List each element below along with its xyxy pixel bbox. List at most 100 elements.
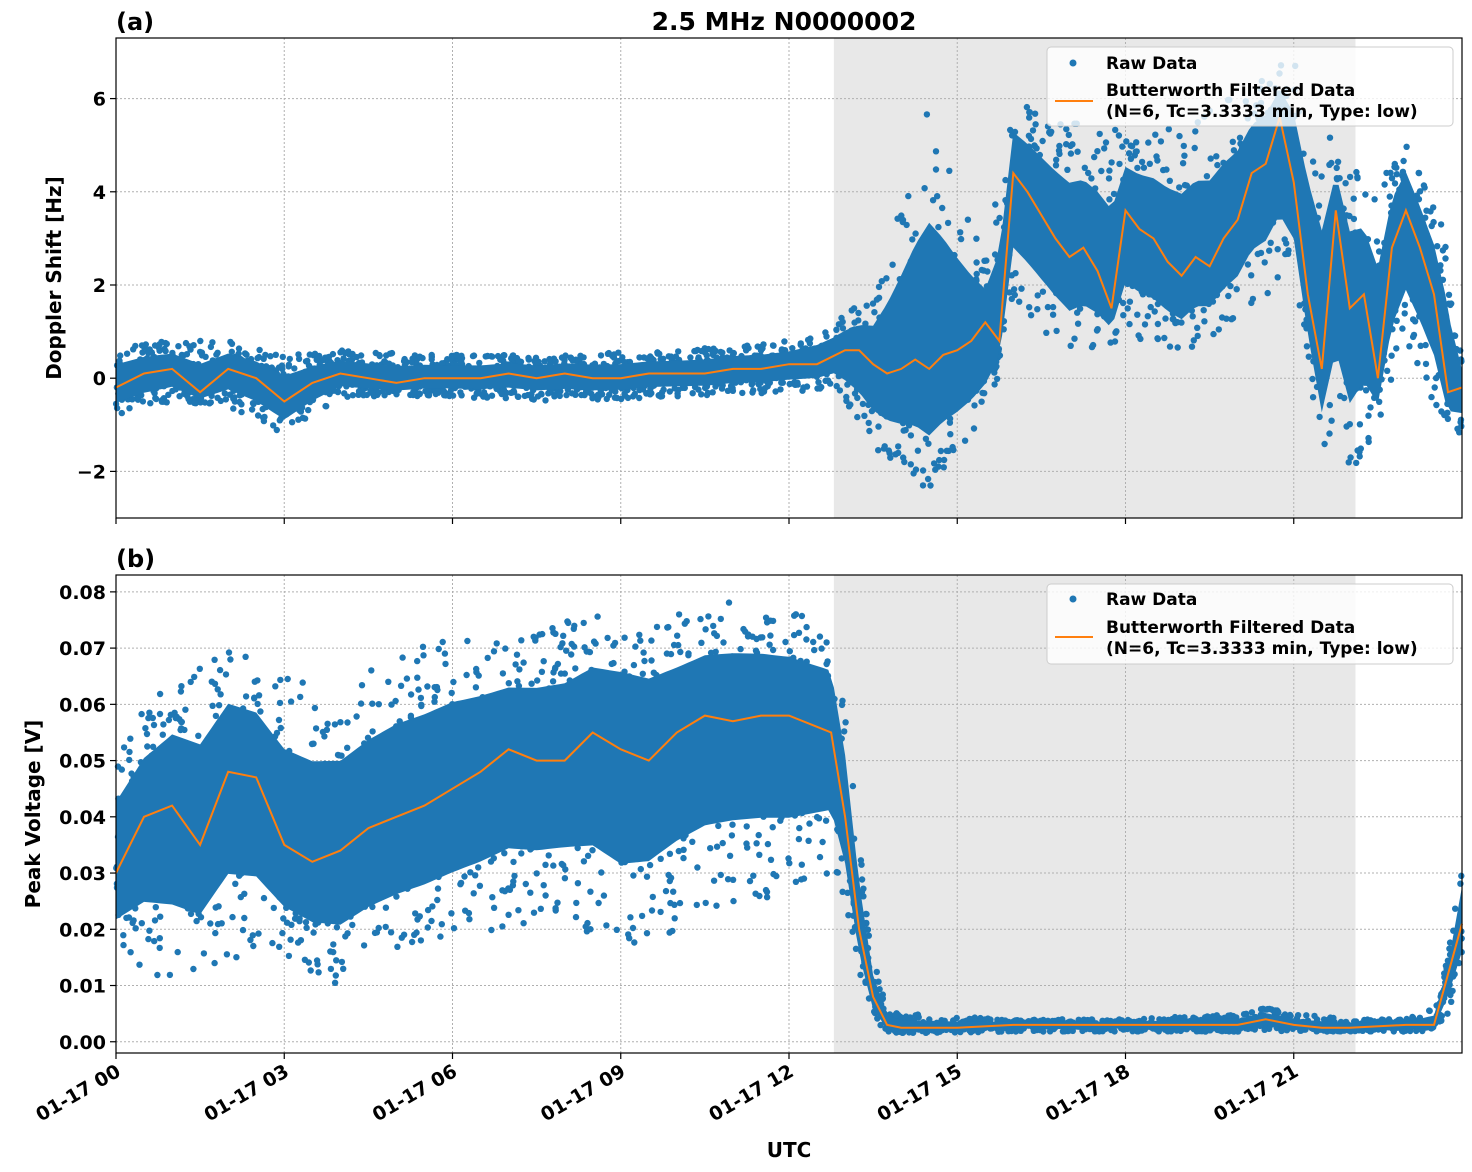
raw-data-point [1081,164,1089,171]
raw-data-point [973,235,980,242]
raw-data-point [935,463,942,470]
raw-data-point [1391,180,1399,187]
raw-data-point [710,877,718,884]
raw-data-point [569,390,576,397]
raw-data-point [1161,334,1168,342]
raw-data-point [151,937,158,945]
raw-data-point [1116,160,1123,168]
raw-data-point [695,386,702,393]
raw-data-point [726,852,734,859]
raw-data-point [581,391,588,399]
raw-data-point [144,743,151,750]
raw-data-point [766,641,773,648]
raw-data-point [636,394,643,402]
raw-data-point [120,941,127,949]
raw-data-point [961,437,969,444]
raw-data-point [981,257,988,264]
raw-data-point [660,386,667,393]
raw-data-point [676,899,684,907]
raw-data-point [1458,872,1465,880]
raw-data-point [1373,238,1381,245]
raw-data-point [272,351,279,358]
raw-data-point [717,348,724,356]
raw-data-point [925,440,932,447]
raw-data-point [1201,318,1208,325]
raw-data-point [1362,387,1370,394]
raw-data-point [1456,429,1463,436]
raw-data-point [1345,459,1352,466]
raw-data-point [1127,155,1135,162]
y-tick-label: 2 [93,275,106,297]
raw-data-point [284,675,291,683]
raw-data-point [278,362,286,369]
raw-data-point [557,643,564,651]
raw-data-point [235,345,243,352]
raw-data-point [311,704,319,712]
raw-data-point [1133,139,1140,146]
raw-data-point [957,235,965,243]
raw-data-point [811,646,818,654]
raw-data-point [1134,164,1141,172]
raw-data-point [1154,320,1162,328]
raw-data-point [598,869,605,876]
raw-data-point [1267,239,1274,246]
raw-data-point [1189,313,1196,320]
raw-data-point [461,873,468,880]
raw-data-point [304,357,311,364]
raw-data-point [449,392,457,399]
raw-data-point [914,447,922,454]
raw-data-point [919,467,927,474]
raw-data-point [238,408,245,416]
raw-data-point [120,932,127,939]
raw-data-point [992,201,999,208]
raw-data-point [397,682,405,689]
raw-data-point [1119,143,1126,150]
raw-data-point [142,725,149,732]
raw-data-point [1328,417,1335,424]
raw-data-point [1362,191,1369,198]
raw-data-point [1125,150,1133,157]
raw-data-point [740,625,747,633]
raw-data-point [349,392,357,399]
raw-data-point [1074,148,1081,155]
raw-data-point [243,351,250,358]
raw-data-point [1353,168,1360,176]
raw-data-point [1025,132,1033,139]
raw-data-point [816,633,824,640]
raw-data-point [1026,109,1033,116]
raw-data-point [1134,311,1141,318]
raw-data-point [139,398,147,405]
raw-data-point [269,939,276,947]
raw-data-point [743,823,750,830]
raw-data-point [847,401,854,408]
raw-data-point [923,111,931,118]
raw-data-point [1056,150,1063,158]
raw-data-point [825,377,832,384]
raw-data-point [277,676,284,684]
raw-data-point [1422,360,1430,368]
raw-data-point [123,350,131,357]
raw-data-point [758,389,765,397]
raw-data-point [588,390,595,398]
raw-data-point [857,971,864,979]
raw-data-point [660,355,667,362]
raw-data-point [126,405,133,412]
raw-data-point [719,839,726,847]
raw-data-point [1434,243,1441,250]
raw-data-point [841,728,848,735]
raw-data-point [878,278,885,285]
raw-data-point [538,391,545,398]
raw-data-point [324,720,331,727]
raw-data-point [782,638,789,646]
figure-title: 2.5 MHz N0000002 [652,7,917,36]
raw-data-point [741,343,748,350]
raw-data-point [857,857,865,864]
raw-data-point [1188,343,1196,350]
raw-data-point [151,342,159,349]
raw-data-point [1128,143,1136,150]
raw-data-point [254,412,262,419]
raw-data-point [1067,150,1075,157]
raw-data-point [1135,332,1142,339]
raw-data-point [515,357,522,364]
